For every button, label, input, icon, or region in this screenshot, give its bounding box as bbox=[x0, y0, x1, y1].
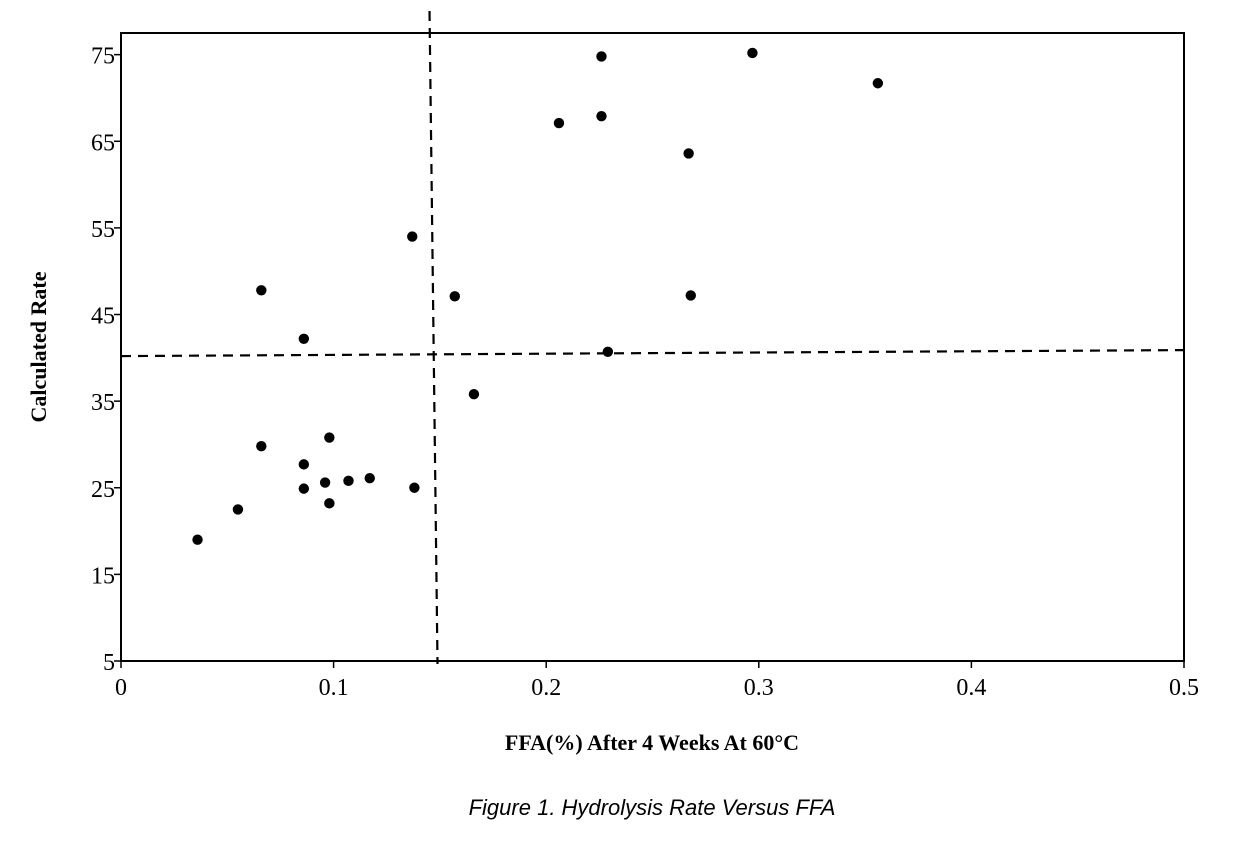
y-tick-label: 35 bbox=[91, 390, 115, 416]
reference-lines bbox=[120, 10, 1185, 665]
x-tick-label: 0.2 bbox=[531, 675, 561, 701]
y-tick-label: 55 bbox=[91, 217, 115, 243]
x-tick-label: 0.1 bbox=[319, 675, 349, 701]
y-tick-label: 65 bbox=[91, 130, 115, 156]
x-tick-label: 0.5 bbox=[1169, 675, 1199, 701]
figure-caption: Figure 1. Hydrolysis Rate Versus FFA bbox=[469, 795, 836, 820]
data-point bbox=[872, 78, 884, 89]
data-point bbox=[596, 51, 607, 62]
data-point bbox=[468, 389, 480, 400]
reference-line-x bbox=[428, 10, 439, 665]
y-tick-label: 5 bbox=[103, 650, 115, 676]
data-point bbox=[449, 291, 460, 302]
data-point bbox=[364, 473, 375, 484]
data-point bbox=[324, 498, 335, 509]
data-points bbox=[192, 47, 884, 545]
data-point bbox=[553, 117, 565, 129]
data-point bbox=[409, 482, 420, 493]
data-point bbox=[602, 346, 614, 357]
data-point bbox=[324, 432, 335, 443]
y-axis-title: Calculated Rate bbox=[26, 271, 51, 422]
x-tick-label: 0 bbox=[115, 675, 127, 701]
data-point bbox=[298, 333, 310, 344]
y-axis-ticks: 5 15 25 35 45 55 65 75 bbox=[91, 44, 121, 676]
x-tick-label: 0.3 bbox=[744, 675, 774, 701]
reference-line-y bbox=[120, 348, 1185, 358]
plot-frame bbox=[120, 32, 1185, 662]
x-axis-ticks: 0 0.1 0.2 0.3 0.4 0.5 bbox=[115, 661, 1199, 701]
data-point bbox=[298, 483, 310, 494]
data-point bbox=[407, 231, 418, 242]
data-point bbox=[683, 148, 694, 159]
data-point bbox=[256, 285, 267, 296]
data-point bbox=[192, 534, 203, 545]
x-tick-label: 0.4 bbox=[956, 675, 986, 701]
data-point bbox=[343, 475, 354, 487]
x-axis-title: FFA(%) After 4 Weeks At 60°C bbox=[505, 730, 799, 755]
data-point bbox=[596, 110, 607, 122]
data-point bbox=[256, 440, 267, 452]
y-tick-label: 75 bbox=[91, 44, 115, 70]
data-point bbox=[232, 504, 244, 515]
y-tick-label: 45 bbox=[91, 304, 115, 330]
data-point bbox=[747, 47, 758, 59]
y-tick-label: 15 bbox=[91, 563, 115, 589]
data-point bbox=[298, 459, 310, 470]
data-point bbox=[685, 290, 696, 301]
y-tick-label: 25 bbox=[91, 477, 115, 503]
data-point bbox=[319, 477, 331, 488]
